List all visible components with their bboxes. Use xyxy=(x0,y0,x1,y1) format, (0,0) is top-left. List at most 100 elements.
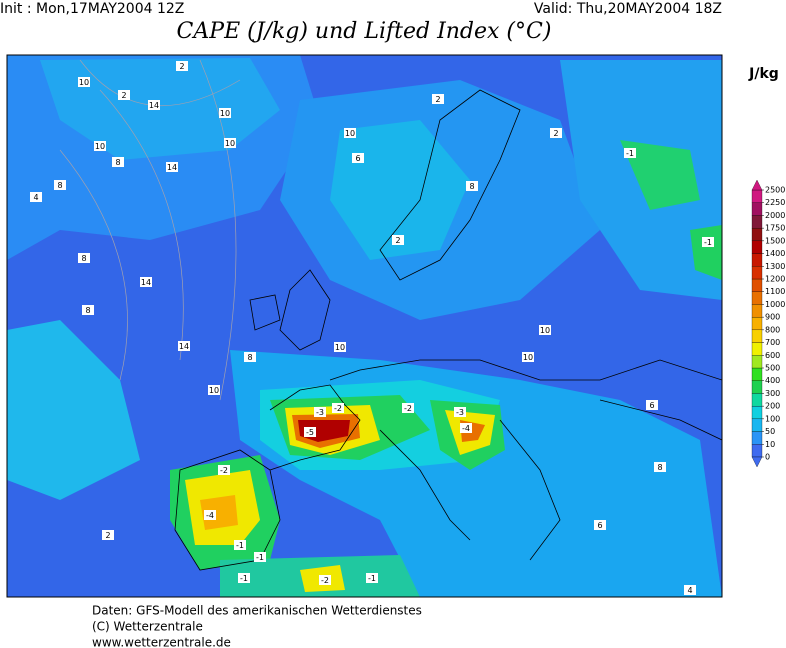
contour-label: 14 xyxy=(179,342,189,351)
colorbar-label: 1200 xyxy=(765,275,785,284)
colorbar-label: 800 xyxy=(765,325,780,334)
colorbar-segment xyxy=(751,278,763,292)
contour-label-box xyxy=(78,77,90,87)
contour-label-box xyxy=(204,510,216,520)
contour-label: 8 xyxy=(81,254,86,263)
contour-label: 10 xyxy=(540,326,550,335)
contour-label: 2 xyxy=(121,91,126,100)
contour-label-box xyxy=(148,100,160,110)
contour-label-box xyxy=(219,108,231,118)
colorbar-segment xyxy=(751,367,763,381)
colorbar-label: 400 xyxy=(765,376,780,385)
colorbar-label: 1100 xyxy=(765,287,785,296)
contour-label: -2 xyxy=(404,404,412,413)
colorbar-segment xyxy=(751,342,763,356)
contour-label-box xyxy=(460,423,472,433)
contour-label: -3 xyxy=(316,408,324,417)
colorbar-segment xyxy=(751,405,763,420)
contour-label-box xyxy=(234,540,246,550)
colorbar-segment xyxy=(751,227,763,242)
contour-label-box xyxy=(178,341,190,351)
contour-label-box xyxy=(238,573,250,583)
contour-label-box xyxy=(208,385,220,395)
contour-label-box xyxy=(254,552,266,562)
contour-label-box xyxy=(646,400,658,410)
contour-label: -2 xyxy=(334,404,342,413)
contour-label-box xyxy=(522,352,534,362)
colorbar-segment xyxy=(751,418,763,432)
contour-label: 10 xyxy=(95,142,105,151)
colorbar-segment xyxy=(751,393,763,407)
contour-label: 6 xyxy=(597,521,602,530)
colorbar-unit: J/kg xyxy=(748,66,779,82)
contour-label: 8 xyxy=(657,463,662,472)
colorbar-segment xyxy=(751,202,763,216)
colorbar-label: 200 xyxy=(765,402,780,411)
contour-label: -1 xyxy=(240,574,248,583)
contour-label: -1 xyxy=(626,149,634,158)
colorbar-label: 900 xyxy=(765,313,780,322)
contour-label-box xyxy=(94,141,106,151)
colorbar-label: 2250 xyxy=(765,198,785,207)
contour-label-box xyxy=(539,325,551,335)
colorbar-segment xyxy=(751,215,763,229)
contour-label: 10 xyxy=(523,353,533,362)
contour-label-box xyxy=(344,128,356,138)
footer-line: (C) Wetterzentrale xyxy=(92,620,203,634)
colorbar-label: 1750 xyxy=(765,224,785,233)
contour-label-box xyxy=(118,90,130,100)
contour-label: -3 xyxy=(456,408,464,417)
colorbar-segment xyxy=(751,316,763,331)
contour-label-box xyxy=(550,128,562,138)
colorbar-label: 1400 xyxy=(765,249,785,258)
contour-label: 10 xyxy=(225,139,235,148)
contour-label-box xyxy=(654,462,666,472)
contour-label: 8 xyxy=(57,181,62,190)
colorbar-label: 2000 xyxy=(765,211,785,220)
contour-label-box xyxy=(594,520,606,530)
contour-label: 14 xyxy=(149,101,159,110)
colorbar-segment xyxy=(751,444,763,458)
contour-label-box xyxy=(166,162,178,172)
contour-label: 14 xyxy=(167,163,177,172)
colorbar-label: 2500 xyxy=(765,186,785,195)
contour-label: -1 xyxy=(368,574,376,583)
colorbar-segment xyxy=(751,355,763,369)
contour-label: -1 xyxy=(256,553,264,562)
footer-line: Daten: GFS-Modell des amerikanischen Wet… xyxy=(92,604,422,618)
contour-label: -5 xyxy=(306,428,314,437)
contour-label: 2 xyxy=(553,129,558,138)
contour-label: 8 xyxy=(85,306,90,315)
contour-label: 2 xyxy=(105,531,110,540)
valid-time: Valid: Thu,20MAY2004 18Z xyxy=(534,1,722,17)
colorbar-segment xyxy=(751,304,763,318)
contour-label-box xyxy=(454,407,466,417)
colorbar-label: 1300 xyxy=(765,262,785,271)
contour-label-box xyxy=(30,192,42,202)
contour-label: 10 xyxy=(220,109,230,118)
contour-label: 10 xyxy=(345,129,355,138)
contour-label-box xyxy=(176,61,188,71)
contour-label-box xyxy=(702,237,714,247)
contour-label: 2 xyxy=(395,236,400,245)
colorbar-end xyxy=(751,456,763,468)
contour-label: 10 xyxy=(79,78,89,87)
contour-label-box xyxy=(304,427,316,437)
map-field xyxy=(6,54,723,598)
contour-label: 6 xyxy=(649,401,654,410)
colorbar-end xyxy=(751,179,763,191)
contour-label: 6 xyxy=(355,154,360,163)
contour-label: 8 xyxy=(247,353,252,362)
colorbar-label: 600 xyxy=(765,351,780,360)
contour-label: -1 xyxy=(236,541,244,550)
colorbar-label: 700 xyxy=(765,338,780,347)
contour-label-box xyxy=(366,573,378,583)
contour-label-box xyxy=(392,235,404,245)
map-title: CAPE (J/kg) und Lifted Index (°C) xyxy=(177,19,552,44)
contour-label-box xyxy=(244,352,256,362)
contour-label-box xyxy=(319,575,331,585)
contour-label-box xyxy=(402,403,414,413)
colorbar-segment xyxy=(751,240,763,254)
contour-label-box xyxy=(224,138,236,148)
